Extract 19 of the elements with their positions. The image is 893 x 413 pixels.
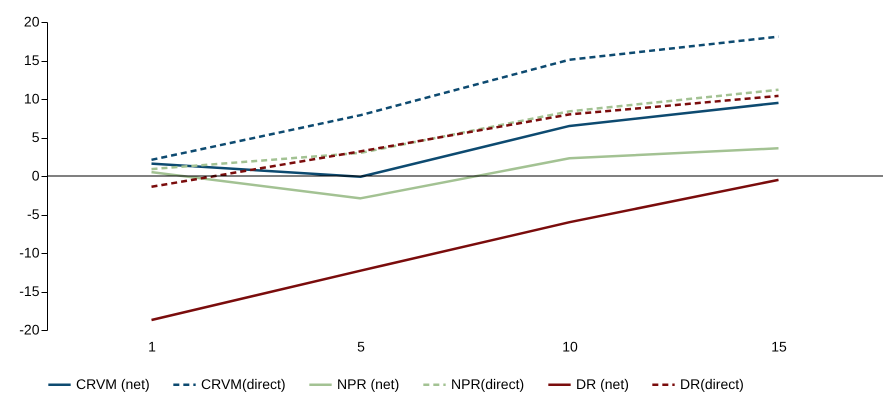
x-tick-label: 5 [357, 338, 366, 354]
y-tick-label: 0 [32, 168, 40, 184]
legend-label: NPR(direct) [451, 376, 524, 392]
legend-label: DR (net) [576, 376, 629, 392]
legend-label: DR(direct) [680, 376, 744, 392]
y-tick-label: 15 [24, 52, 40, 68]
y-tick-label: -20 [19, 322, 40, 338]
legend-label: CRVM (net) [76, 376, 150, 392]
y-tick-label: -10 [19, 244, 40, 260]
y-tick-label: -5 [27, 206, 40, 222]
x-tick-label: 1 [148, 338, 156, 354]
x-tick-label: 15 [771, 338, 787, 354]
y-tick-label: 10 [24, 90, 40, 106]
x-tick-label: 10 [562, 338, 578, 354]
y-tick-label: 5 [32, 129, 40, 145]
legend-label: NPR (net) [337, 376, 400, 392]
y-tick-label: -15 [19, 283, 40, 299]
legend-label: CRVM(direct) [201, 376, 286, 392]
y-tick-label: 20 [24, 14, 40, 30]
